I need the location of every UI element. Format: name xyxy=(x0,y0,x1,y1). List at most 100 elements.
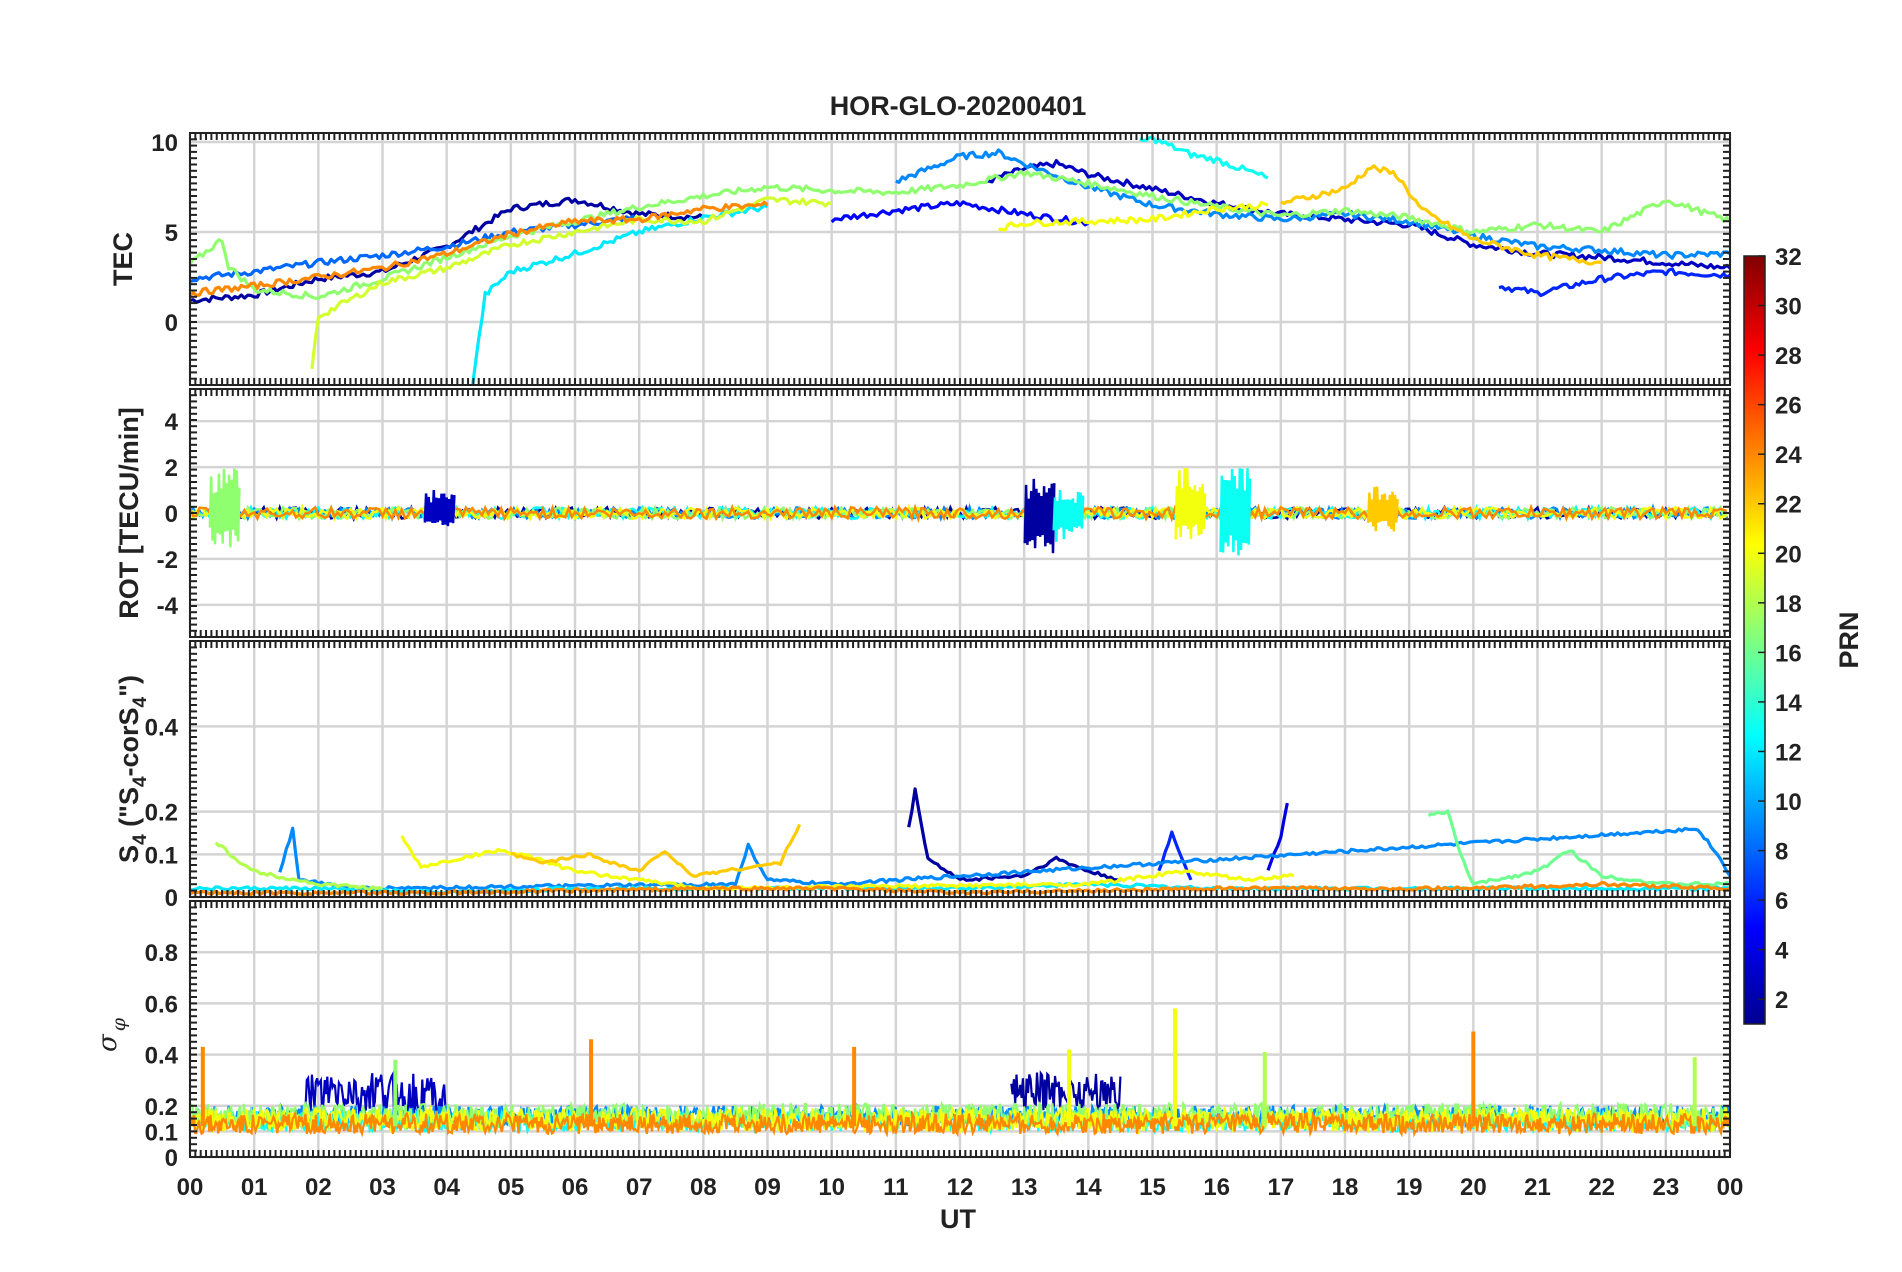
data-layer xyxy=(190,1008,1730,1138)
series-line-prn-6 xyxy=(1157,830,1193,881)
colorbar-tick-label: 28 xyxy=(1775,343,1802,370)
x-tick-label: 13 xyxy=(1011,1174,1038,1201)
y-axis-label: S4 ("S4-corS4") xyxy=(114,675,151,863)
colorbar-ticks: 32 30 28 26 24 22 20 18 16 14 12 10 8 6 4 2 xyxy=(1758,244,1802,1014)
colorbar-tick-label: 18 xyxy=(1775,591,1802,618)
x-tick-label: 20 xyxy=(1460,1174,1487,1201)
colorbar-tick-label: 30 xyxy=(1775,294,1802,321)
x-tick-label: 01 xyxy=(241,1174,268,1201)
series-line-prn-20 xyxy=(400,835,1295,892)
y-tick-label: 0.1 xyxy=(145,1119,178,1146)
y-axis-label-part: ("S xyxy=(114,787,144,834)
colorbar-gradient xyxy=(1743,255,1766,1025)
colorbar-tick-label: 8 xyxy=(1775,839,1788,866)
series-line-prn-20 xyxy=(998,200,1269,232)
y-axis-label-part: ") xyxy=(114,675,144,697)
series-line-prn-16 xyxy=(1427,809,1730,888)
y-tick-label: 0.2 xyxy=(145,800,178,827)
x-tick-label: 21 xyxy=(1524,1174,1551,1201)
chart-title: HOR-GLO-20200401 xyxy=(830,91,1087,121)
y-tick-label: 0.4 xyxy=(145,714,179,741)
rot-spike-prn-3 xyxy=(423,490,456,527)
y-axis-label-part: S xyxy=(114,845,144,863)
colorbar-label: PRN xyxy=(1834,611,1864,668)
x-tick-label: 00 xyxy=(1717,1174,1744,1201)
x-tick-label: 19 xyxy=(1396,1174,1423,1201)
sigma-band-prn-2 xyxy=(1010,1070,1122,1113)
colorbar-tick-label: 20 xyxy=(1775,541,1802,568)
series-line-prn-24 xyxy=(190,200,769,297)
y-tick-label: 0.1 xyxy=(145,842,178,869)
rot-spike-prn-22 xyxy=(1366,486,1399,532)
y-tick-label: -4 xyxy=(157,593,179,620)
x-tick-label: 23 xyxy=(1652,1174,1679,1201)
y-tick-label: 2 xyxy=(165,455,178,482)
series-line-prn-22 xyxy=(1280,164,1602,266)
series-line-prn-5 xyxy=(830,200,1090,227)
colorbar-tick-label: 14 xyxy=(1775,690,1802,717)
minor-ticks xyxy=(189,388,1731,638)
series-line-prn-4 xyxy=(1266,802,1289,871)
y-tick-label: 5 xyxy=(165,220,178,247)
x-tick-label: 03 xyxy=(369,1174,396,1201)
x-tick-label: 04 xyxy=(433,1174,460,1201)
series-line-prn-6 xyxy=(1498,267,1730,298)
x-tick-label: 17 xyxy=(1267,1174,1294,1201)
y-axis-label: TEC xyxy=(108,232,138,286)
x-tick-label: 09 xyxy=(754,1174,781,1201)
colorbar-tick-label: 26 xyxy=(1775,393,1802,420)
x-tick-label: 11 xyxy=(883,1174,908,1201)
y-tick-label: 0.4 xyxy=(145,1043,179,1070)
x-axis-label: UT xyxy=(940,1204,976,1234)
rot-spike-prn-13 xyxy=(1219,468,1252,556)
x-tick-label: 06 xyxy=(562,1174,589,1201)
y-tick-label: 4 xyxy=(165,409,179,436)
x-tick-label: 16 xyxy=(1203,1174,1230,1201)
y-tick-label: -2 xyxy=(157,547,178,574)
minor-ticks xyxy=(189,640,1731,898)
y-axis-label-part: φ xyxy=(108,1017,130,1031)
y-axis-label-part: -corS xyxy=(114,707,144,776)
colorbar-tick-label: 24 xyxy=(1775,442,1802,469)
y-tick-label: 0.6 xyxy=(145,991,178,1018)
x-tick-label: 14 xyxy=(1075,1174,1102,1201)
colorbar-tick-label: 12 xyxy=(1775,739,1802,766)
series-line-prn-13 xyxy=(1139,135,1269,180)
data-layer xyxy=(190,467,1728,556)
colorbar-tick-label: 32 xyxy=(1775,244,1802,271)
minor-ticks xyxy=(189,900,1731,1158)
series-line-prn-18 xyxy=(214,841,383,891)
y-tick-label: 0 xyxy=(165,885,178,912)
y-axis-label: σφ xyxy=(93,1017,130,1052)
colorbar-tick-label: 22 xyxy=(1775,492,1802,519)
y-axis-label: ROT [TECU/min] xyxy=(114,407,144,618)
x-tick-label: 02 xyxy=(305,1174,332,1201)
rot-spike-prn-20 xyxy=(1174,467,1207,540)
panel-sigma: 0.8 0.6 0.4 0.20.10 σφ xyxy=(93,900,1732,1172)
series-line-prn-9 xyxy=(895,148,1730,260)
rot-spike-prn-17 xyxy=(208,468,241,548)
colorbar-tick-label: 10 xyxy=(1775,789,1802,816)
colorbar-tick-label: 16 xyxy=(1775,640,1802,667)
sigma-band-prn-3 xyxy=(304,1070,447,1117)
x-tick-label: 10 xyxy=(818,1174,845,1201)
panel-rot: 4 2 0 -2 -4 ROT [TECU/min] xyxy=(114,388,1732,638)
colorbar-tick-label: 4 xyxy=(1775,938,1789,965)
y-axis-label-part: σ xyxy=(93,1033,123,1052)
x-tick-label: 00 xyxy=(177,1174,204,1201)
x-tick-label: 18 xyxy=(1332,1174,1359,1201)
y-tick-label: 0 xyxy=(165,310,178,337)
y-axis-label-part: 4 xyxy=(130,776,151,787)
y-axis-label-part: 4 xyxy=(130,834,151,845)
y-tick-label: 0 xyxy=(165,1145,178,1172)
series-line-prn-2 xyxy=(907,787,1121,882)
colorbar: 32 30 28 26 24 22 20 18 16 14 12 10 8 6 4 2 PRN xyxy=(1743,244,1864,1025)
rot-spike-prn-2 xyxy=(1023,478,1056,554)
y-tick-label: 0 xyxy=(165,501,178,528)
rot-spike-prn-13 xyxy=(1052,490,1085,542)
x-tick-label: 15 xyxy=(1139,1174,1166,1201)
y-tick-label: 0.8 xyxy=(145,940,178,967)
x-tick-labels: 00 01 02 03 04 05 06 07 08 09 10 11 12 13 14 15 16 17 18 19… xyxy=(177,1174,1744,1201)
x-tick-label: 07 xyxy=(626,1174,653,1201)
